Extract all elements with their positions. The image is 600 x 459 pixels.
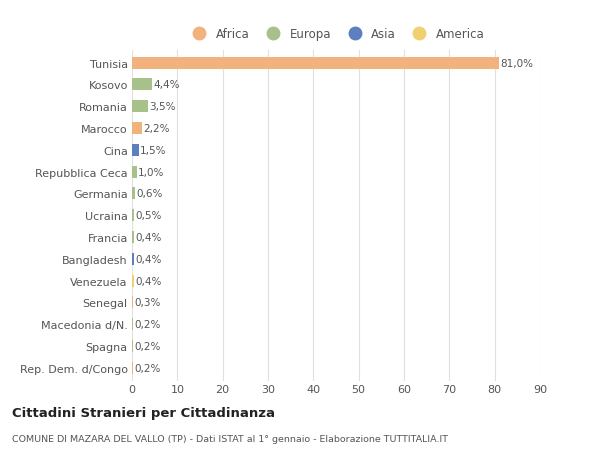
Bar [132, 362, 133, 374]
Text: 2,2%: 2,2% [143, 124, 170, 134]
Text: 0,2%: 0,2% [134, 319, 161, 330]
Bar [132, 145, 139, 157]
Text: 0,2%: 0,2% [134, 363, 161, 373]
Text: 0,5%: 0,5% [136, 211, 162, 221]
Bar [132, 57, 499, 69]
Bar [132, 319, 133, 330]
Legend: Africa, Europa, Asia, America: Africa, Europa, Asia, America [182, 23, 490, 46]
Text: 0,4%: 0,4% [135, 232, 161, 242]
Bar [132, 275, 134, 287]
Bar [132, 123, 142, 135]
Text: 81,0%: 81,0% [500, 59, 533, 68]
Bar [132, 231, 134, 243]
Bar [132, 79, 152, 91]
Bar [132, 253, 134, 265]
Text: 0,6%: 0,6% [136, 189, 163, 199]
Bar [132, 340, 133, 352]
Text: COMUNE DI MAZARA DEL VALLO (TP) - Dati ISTAT al 1° gennaio - Elaborazione TUTTIT: COMUNE DI MAZARA DEL VALLO (TP) - Dati I… [12, 434, 448, 443]
Bar [132, 188, 135, 200]
Text: 4,4%: 4,4% [154, 80, 180, 90]
Bar [132, 166, 137, 178]
Bar [132, 101, 148, 113]
Text: 0,3%: 0,3% [135, 298, 161, 308]
Bar [132, 297, 133, 308]
Bar [132, 210, 134, 222]
Text: 3,5%: 3,5% [149, 102, 176, 112]
Text: 1,0%: 1,0% [138, 167, 164, 177]
Text: Cittadini Stranieri per Cittadinanza: Cittadini Stranieri per Cittadinanza [12, 406, 275, 419]
Text: 0,4%: 0,4% [135, 254, 161, 264]
Text: 0,4%: 0,4% [135, 276, 161, 286]
Text: 0,2%: 0,2% [134, 341, 161, 351]
Text: 1,5%: 1,5% [140, 146, 167, 156]
